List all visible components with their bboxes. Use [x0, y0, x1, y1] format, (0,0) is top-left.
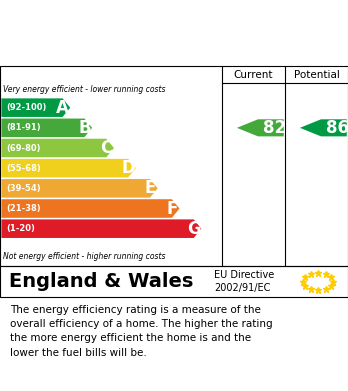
- Text: (1-20): (1-20): [7, 224, 35, 233]
- Text: B: B: [78, 119, 91, 137]
- Polygon shape: [1, 118, 92, 137]
- Polygon shape: [1, 139, 114, 157]
- Text: The energy efficiency rating is a measure of the
overall efficiency of a home. T: The energy efficiency rating is a measur…: [10, 305, 273, 358]
- Text: Not energy efficient - higher running costs: Not energy efficient - higher running co…: [3, 252, 166, 261]
- Polygon shape: [1, 159, 136, 178]
- Text: Energy Efficiency Rating: Energy Efficiency Rating: [9, 39, 238, 57]
- Text: (21-38): (21-38): [7, 204, 41, 213]
- Text: F: F: [166, 199, 177, 217]
- Text: (39-54): (39-54): [7, 184, 41, 193]
- Polygon shape: [300, 119, 347, 136]
- Text: England & Wales: England & Wales: [9, 272, 193, 291]
- Text: C: C: [100, 139, 112, 157]
- Text: Current: Current: [234, 70, 273, 80]
- Text: Very energy efficient - lower running costs: Very energy efficient - lower running co…: [3, 85, 166, 94]
- Text: 82: 82: [263, 119, 286, 137]
- Text: (92-100): (92-100): [7, 103, 47, 112]
- Text: G: G: [187, 220, 200, 238]
- Polygon shape: [1, 219, 201, 238]
- Text: D: D: [121, 159, 135, 177]
- Polygon shape: [1, 99, 70, 117]
- Polygon shape: [1, 179, 158, 197]
- Text: Potential: Potential: [294, 70, 339, 80]
- Text: 86: 86: [326, 119, 348, 137]
- Text: A: A: [56, 99, 69, 117]
- Text: (81-91): (81-91): [7, 123, 41, 132]
- Polygon shape: [237, 119, 284, 136]
- Text: E: E: [144, 179, 156, 197]
- Text: (69-80): (69-80): [7, 143, 41, 152]
- Polygon shape: [1, 199, 180, 218]
- Text: (55-68): (55-68): [7, 164, 41, 173]
- Text: EU Directive
2002/91/EC: EU Directive 2002/91/EC: [214, 270, 274, 293]
